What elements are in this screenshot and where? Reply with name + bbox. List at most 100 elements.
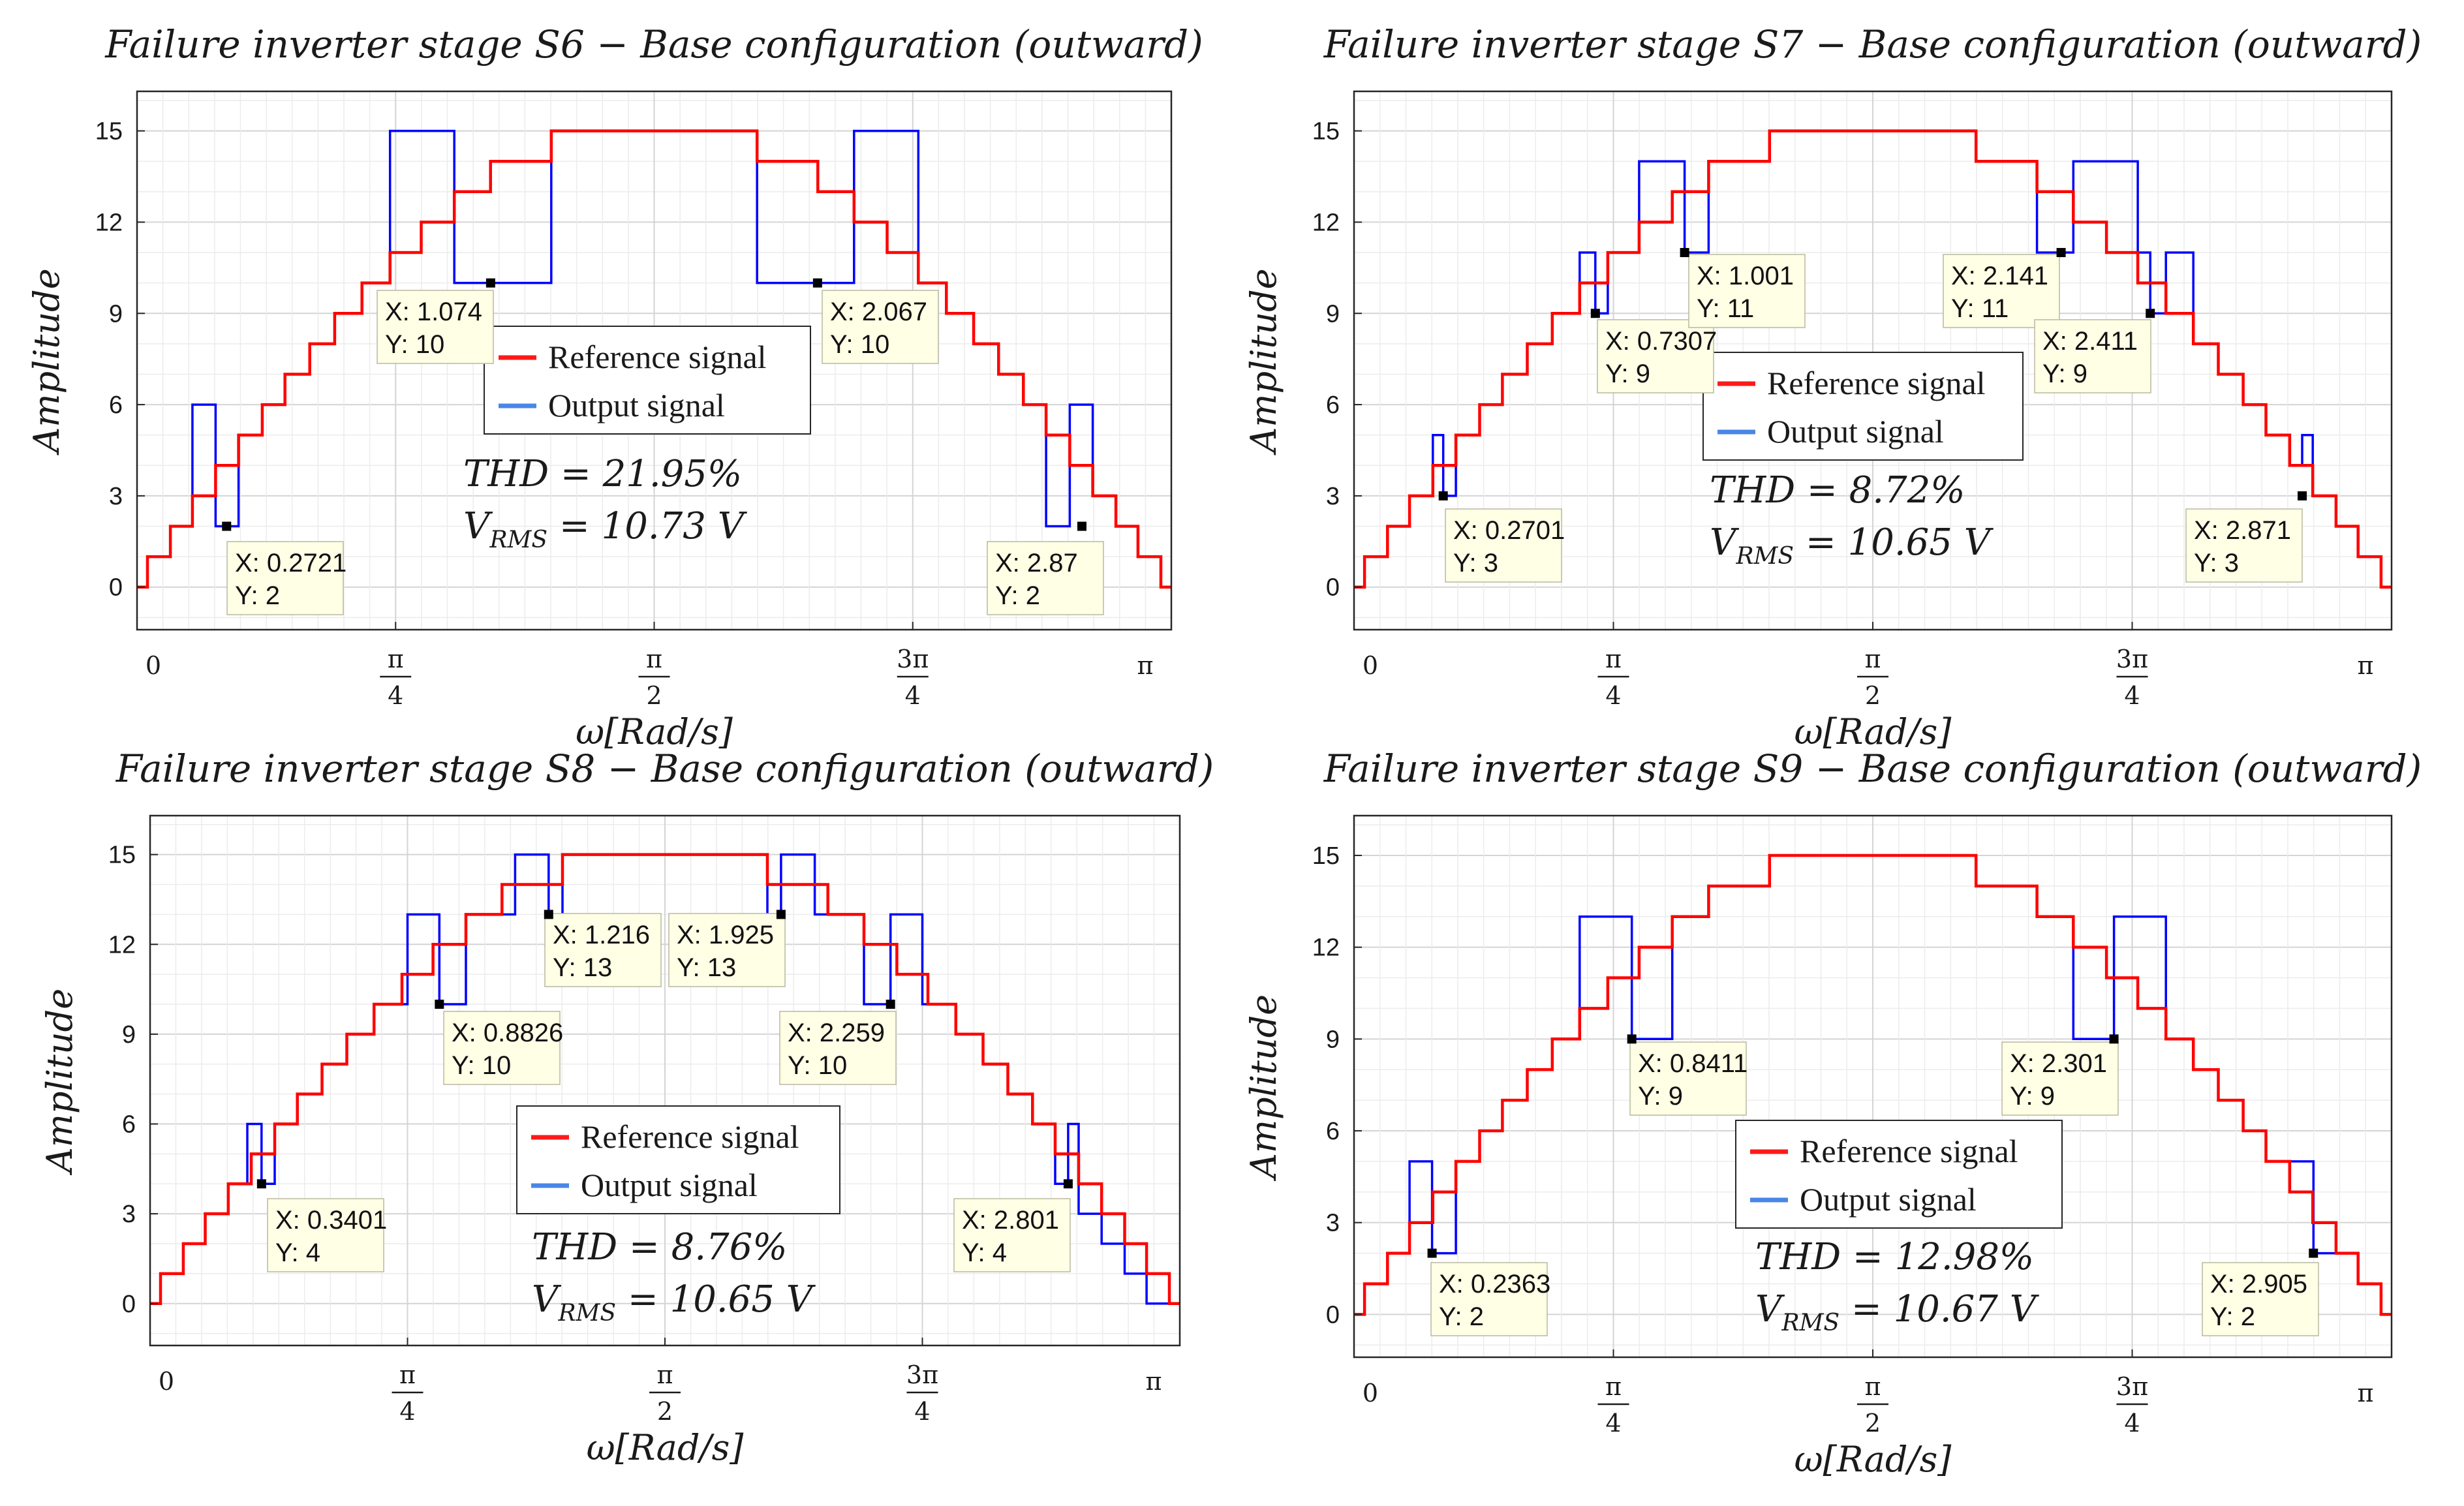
x-tick-label: π <box>388 645 404 673</box>
datatip-box <box>668 913 786 987</box>
thd-annotation: THD = 12.98% <box>1755 1236 2034 1278</box>
vrms-annotation: VRMS = 10.65 V <box>1710 521 1994 570</box>
y-tick-label: 3 <box>109 483 123 510</box>
x-axis-label: ω[Rad/s] <box>587 1427 745 1468</box>
datatip-marker <box>886 1000 895 1009</box>
datatip-marker <box>2146 309 2155 318</box>
x-tick-denominator: 2 <box>646 681 662 710</box>
datatip-x-label: X: 2.87 <box>995 549 1078 577</box>
datatip-y-label: Y: 10 <box>385 330 444 359</box>
legend-box <box>1735 1120 2063 1229</box>
datatip-marker <box>544 910 553 919</box>
y-tick-label: 0 <box>109 574 123 602</box>
chart-title: Failure inverter stage S7 − Base configu… <box>1323 22 2422 67</box>
reference-signal-line <box>150 853 1180 1306</box>
datatip: X: 0.8411 Y: 9 <box>1627 1034 1748 1116</box>
y-tick-label: 15 <box>1312 118 1340 146</box>
datatip-box <box>2034 319 2151 393</box>
datatip-x-label: X: 1.925 <box>677 921 774 949</box>
datatip-box <box>2202 1262 2319 1336</box>
datatip: X: 1.216 Y: 13 <box>544 910 662 987</box>
legend-label-reference: Reference signal <box>581 1118 799 1155</box>
datatip-marker <box>2056 248 2066 258</box>
datatip-y-label: Y: 2 <box>1439 1302 1484 1331</box>
legend-box <box>516 1105 840 1214</box>
y-tick-label: 12 <box>108 931 136 959</box>
datatip-box <box>1688 254 1806 328</box>
datatip-marker <box>1427 1248 1437 1258</box>
x-tick-label: π <box>1605 645 1622 673</box>
datatip: X: 1.001 Y: 11 <box>1680 248 1806 328</box>
legend: Reference signal Output signal <box>516 1105 840 1214</box>
datatip-marker <box>435 1000 444 1009</box>
vrms-value: = 10.73 V <box>547 505 748 547</box>
x-tick-label: π <box>2358 651 2374 680</box>
datatip-box <box>1629 1041 1747 1116</box>
vrms-value: = 10.67 V <box>1840 1288 2040 1330</box>
datatip-y-label: Y: 4 <box>275 1238 320 1267</box>
datatip: X: 1.074 Y: 10 <box>377 278 495 364</box>
datatip-x-label: X: 0.2701 <box>1453 516 1565 545</box>
datatip-y-label: Y: 9 <box>1605 360 1650 388</box>
datatip-y-label: Y: 13 <box>553 953 612 982</box>
datatip-x-label: X: 0.8411 <box>1638 1049 1748 1078</box>
legend-box <box>1702 352 2024 461</box>
legend-label-reference: Reference signal <box>1800 1133 2018 1169</box>
x-tick-label: π <box>1137 651 1154 680</box>
datatip-marker <box>2109 1034 2119 1044</box>
x-tick-denominator: 4 <box>399 1397 415 1426</box>
datatip-box <box>822 290 939 364</box>
y-axis-label: Amplitude <box>26 268 67 455</box>
y-tick-label: 9 <box>1326 1026 1340 1053</box>
legend-label-output: Output signal <box>1800 1181 1977 1218</box>
datatip-box <box>779 1011 897 1085</box>
datatip: X: 2.87 Y: 2 <box>987 521 1104 615</box>
datatip: X: 0.2701 Y: 3 <box>1438 491 1565 583</box>
datatip: X: 0.2721 Y: 2 <box>222 521 346 615</box>
vrms-subscript: RMS <box>1781 1310 1840 1336</box>
datatip-y-label: Y: 4 <box>962 1238 1007 1267</box>
datatip-y-label: Y: 2 <box>235 581 280 610</box>
datatip: X: 0.3401 Y: 4 <box>256 1179 387 1272</box>
datatip-y-label: Y: 10 <box>452 1051 511 1080</box>
datatip-marker <box>256 1179 266 1189</box>
datatip-marker <box>776 910 786 919</box>
y-tick-label: 0 <box>122 1291 136 1318</box>
datatip-x-label: X: 2.259 <box>788 1019 885 1047</box>
datatip-marker <box>485 278 495 288</box>
datatip-x-label: X: 0.3401 <box>275 1206 387 1235</box>
y-tick-label: 6 <box>122 1111 136 1139</box>
x-axis-label: ω[Rad/s] <box>576 711 733 752</box>
x-axis-label: ω[Rad/s] <box>1794 711 1952 752</box>
legend-label-output: Output signal <box>548 387 725 423</box>
datatip-box <box>267 1198 384 1272</box>
datatip-marker <box>1590 309 1600 318</box>
x-tick-label: π <box>1865 645 1881 673</box>
y-tick-label: 15 <box>1312 842 1340 870</box>
chart-panel-1: Failure inverter stage S6 − Base configu… <box>26 22 1203 752</box>
y-tick-label: 0 <box>1326 574 1340 602</box>
x-tick-label: π <box>646 645 662 673</box>
x-tick-label: π <box>1605 1372 1622 1401</box>
y-tick-label: 9 <box>1326 300 1340 328</box>
datatip: X: 2.905 Y: 2 <box>2202 1248 2319 1336</box>
legend-label-output: Output signal <box>581 1167 758 1203</box>
datatip-x-label: X: 0.7307 <box>1605 327 1717 356</box>
chart-title: Failure inverter stage S6 − Base configu… <box>104 22 1203 67</box>
datatip: X: 0.7307 Y: 9 <box>1590 309 1717 393</box>
datatip-marker <box>2309 1248 2318 1258</box>
x-tick-label: π <box>399 1360 416 1389</box>
datatip-y-label: Y: 2 <box>2210 1302 2255 1331</box>
datatip-marker <box>812 278 822 288</box>
y-tick-label: 3 <box>1326 483 1340 510</box>
datatip-y-label: Y: 9 <box>2042 360 2087 388</box>
y-tick-label: 6 <box>109 392 123 419</box>
vrms-symbol: V <box>1755 1288 1785 1330</box>
x-tick-denominator: 2 <box>1865 1409 1881 1437</box>
datatip-box <box>1597 319 1714 393</box>
x-tick-label: 3π <box>2116 1372 2148 1401</box>
datatip-y-label: Y: 10 <box>788 1051 847 1080</box>
chart-panel-4: Failure inverter stage S9 − Base configu… <box>1243 746 2422 1480</box>
reference-signal-line <box>137 129 1171 589</box>
datatip-y-label: Y: 9 <box>2010 1082 2055 1111</box>
